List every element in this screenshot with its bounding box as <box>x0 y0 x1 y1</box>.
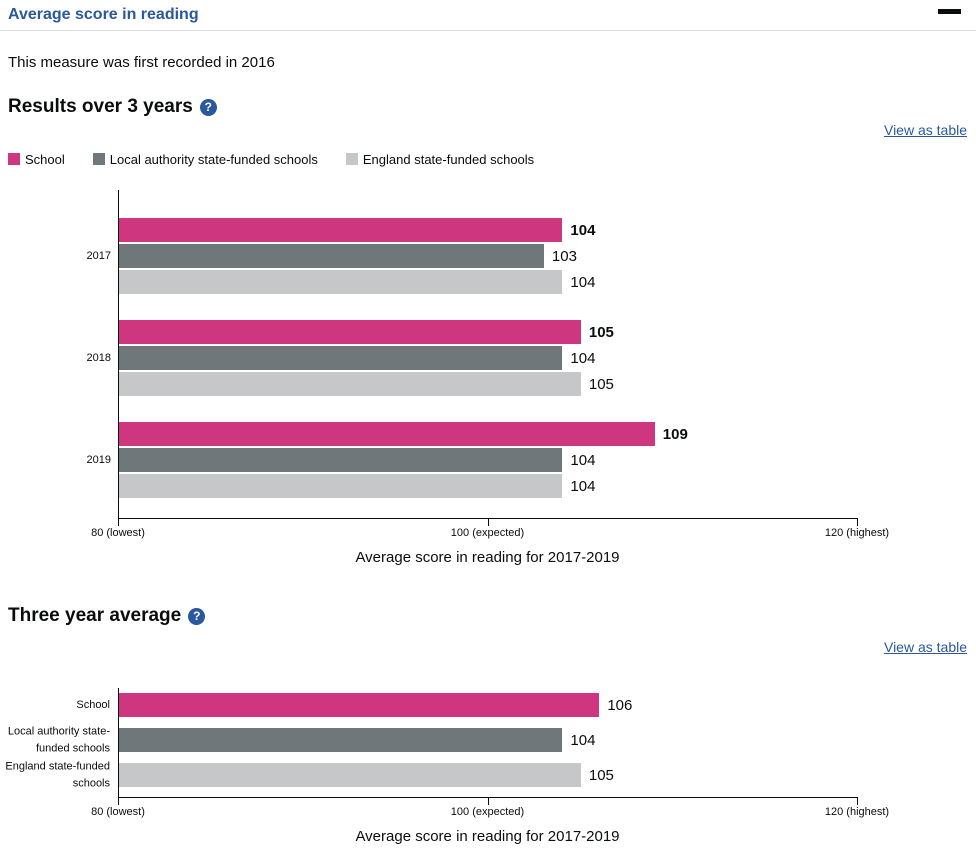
bar-school <box>119 693 600 717</box>
category-label-2018: 2018 <box>86 352 111 364</box>
bar-value: 106 <box>607 696 633 714</box>
bar-row: 103 <box>119 244 858 268</box>
results-chart-plot: 2017 104 103 104 2018 105 104 105 2019 109 104 104 <box>87 190 858 519</box>
bar-group-2019: 2019 109 104 104 <box>87 422 858 498</box>
results-over-3-years-chart: 2017 104 103 104 2018 105 104 105 2019 109 104 104 … <box>0 190 976 567</box>
axis-tick-label-100: 100 (expected) <box>450 527 525 539</box>
axis-tick-label-120: 120 (highest) <box>824 806 890 818</box>
bar-value: 104 <box>570 349 596 367</box>
measure-note: This measure was first recorded in 2016 <box>8 54 275 71</box>
axis-tick-120 <box>857 519 858 526</box>
bar-england-state-funded-schools-2018 <box>119 372 581 396</box>
bar-local-authority-state-funded-schools-2019 <box>119 448 563 472</box>
bar-england-state-funded-schools-2017 <box>119 270 563 294</box>
section-heading-text: Three year average <box>8 605 182 626</box>
section-heading-results: Results over 3 years ? <box>8 96 976 118</box>
legend-item-local-authority: Local authority state-funded schools <box>92 151 318 167</box>
collapse-minus-icon[interactable] <box>938 9 961 14</box>
bar-value: 104 <box>570 221 596 239</box>
legend-item-england: England state-funded schools <box>345 151 535 167</box>
average-chart-plot: School 106 Local authority state-funded sc… <box>5 688 858 798</box>
legend-label: School <box>25 151 65 167</box>
england-swatch-icon <box>345 153 358 165</box>
bar-england-state-funded-schools-2019 <box>119 474 563 498</box>
axis-tick-100 <box>487 798 489 805</box>
help-icon[interactable]: ? <box>199 98 217 116</box>
axis-tick-80 <box>118 798 119 805</box>
bar-value: 104 <box>570 477 596 495</box>
view-as-table-link[interactable]: View as table <box>883 122 967 138</box>
section-heading-average: Three year average ? <box>8 605 976 627</box>
bar-england-state-funded-schools <box>119 763 581 787</box>
axis-tick-100 <box>487 519 489 526</box>
bar-row: 104 <box>119 270 858 294</box>
axis-tick-label-120: 120 (highest) <box>824 527 890 539</box>
x-axis-tick-labels: 80 (lowest) 100 (expected) 120 (highest) <box>91 527 889 540</box>
accordion-header[interactable]: Average score in reading <box>0 0 976 31</box>
legend-label: England state-funded schools <box>362 151 535 167</box>
bar-row: 105 <box>119 372 858 396</box>
bar-local-authority-state-funded-schools-2018 <box>119 346 563 370</box>
bar-value: 109 <box>662 425 688 443</box>
bar-group-2017: 2017 104 103 104 <box>87 218 858 294</box>
view-as-table-row: View as table <box>0 122 967 139</box>
category-label-2019: 2019 <box>86 454 111 466</box>
category-label-school: School <box>76 698 110 711</box>
bar-value: 104 <box>570 451 596 469</box>
bar-row-england-state-funded-schools: England state-funded schools 105 <box>5 761 858 790</box>
axis-tick-label-100: 100 (expected) <box>450 806 525 818</box>
category-label-local-authority-state-funded-schools: Local authority state-funded schools <box>7 725 110 755</box>
category-label-2017: 2017 <box>86 250 111 262</box>
bar-row: 104 <box>119 346 858 370</box>
axis-tick-label-80: 80 (lowest) <box>91 527 145 539</box>
bar-local-authority-state-funded-schools <box>119 728 563 752</box>
bar-local-authority-state-funded-schools-2017 <box>119 244 544 268</box>
x-axis-ticks <box>118 519 858 526</box>
legend-item-school: School <box>8 152 65 167</box>
bar-value: 105 <box>588 323 614 341</box>
bar-value: 105 <box>588 375 614 393</box>
bar-row: 104 <box>119 448 858 472</box>
school-swatch-icon <box>8 153 20 165</box>
bar-value: 104 <box>570 273 596 291</box>
bar-row: 104 <box>119 474 858 498</box>
bar-group-2018: 2018 105 104 105 <box>87 320 858 396</box>
section-heading-text: Results over 3 years <box>8 96 193 117</box>
bar-value: 103 <box>551 247 577 265</box>
bar-row-school: School 106 <box>76 693 858 717</box>
bar-school-2018 <box>119 320 581 344</box>
bar-row-local-authority-state-funded-schools: Local authority state-funded schools 104 <box>8 726 858 755</box>
x-axis-tick-labels: 80 (lowest) 100 (expected) 120 (highest) <box>91 806 889 819</box>
x-axis-caption: Average score in reading for 2017-2019 <box>355 828 620 845</box>
axis-tick-120 <box>857 798 858 805</box>
axis-tick-80 <box>118 519 119 526</box>
category-label-england-state-funded-schools: England state-funded schools <box>5 760 110 790</box>
view-as-table-link[interactable]: View as table <box>883 639 967 655</box>
local-authority-swatch-icon <box>92 153 105 165</box>
bar-school-2017 <box>119 218 563 242</box>
x-axis-ticks <box>118 798 858 805</box>
bar-value: 104 <box>570 731 596 749</box>
bar-row: 105 <box>119 320 858 344</box>
bar-school-2019 <box>119 422 655 446</box>
bar-row: 104 <box>119 218 858 242</box>
measure-title[interactable]: Average score in reading <box>8 6 199 23</box>
bar-row: 109 <box>119 422 858 446</box>
legend-label: Local authority state-funded schools <box>109 151 318 167</box>
chart-legend: School Local authority state-funded scho… <box>8 151 976 167</box>
axis-tick-label-80: 80 (lowest) <box>91 806 145 818</box>
three-year-average-chart: School 106 Local authority state-funded sc… <box>0 688 976 846</box>
help-icon[interactable]: ? <box>188 607 206 625</box>
x-axis-caption: Average score in reading for 2017-2019 <box>355 549 620 566</box>
view-as-table-row: View as table <box>0 639 967 656</box>
bar-value: 105 <box>588 766 614 784</box>
